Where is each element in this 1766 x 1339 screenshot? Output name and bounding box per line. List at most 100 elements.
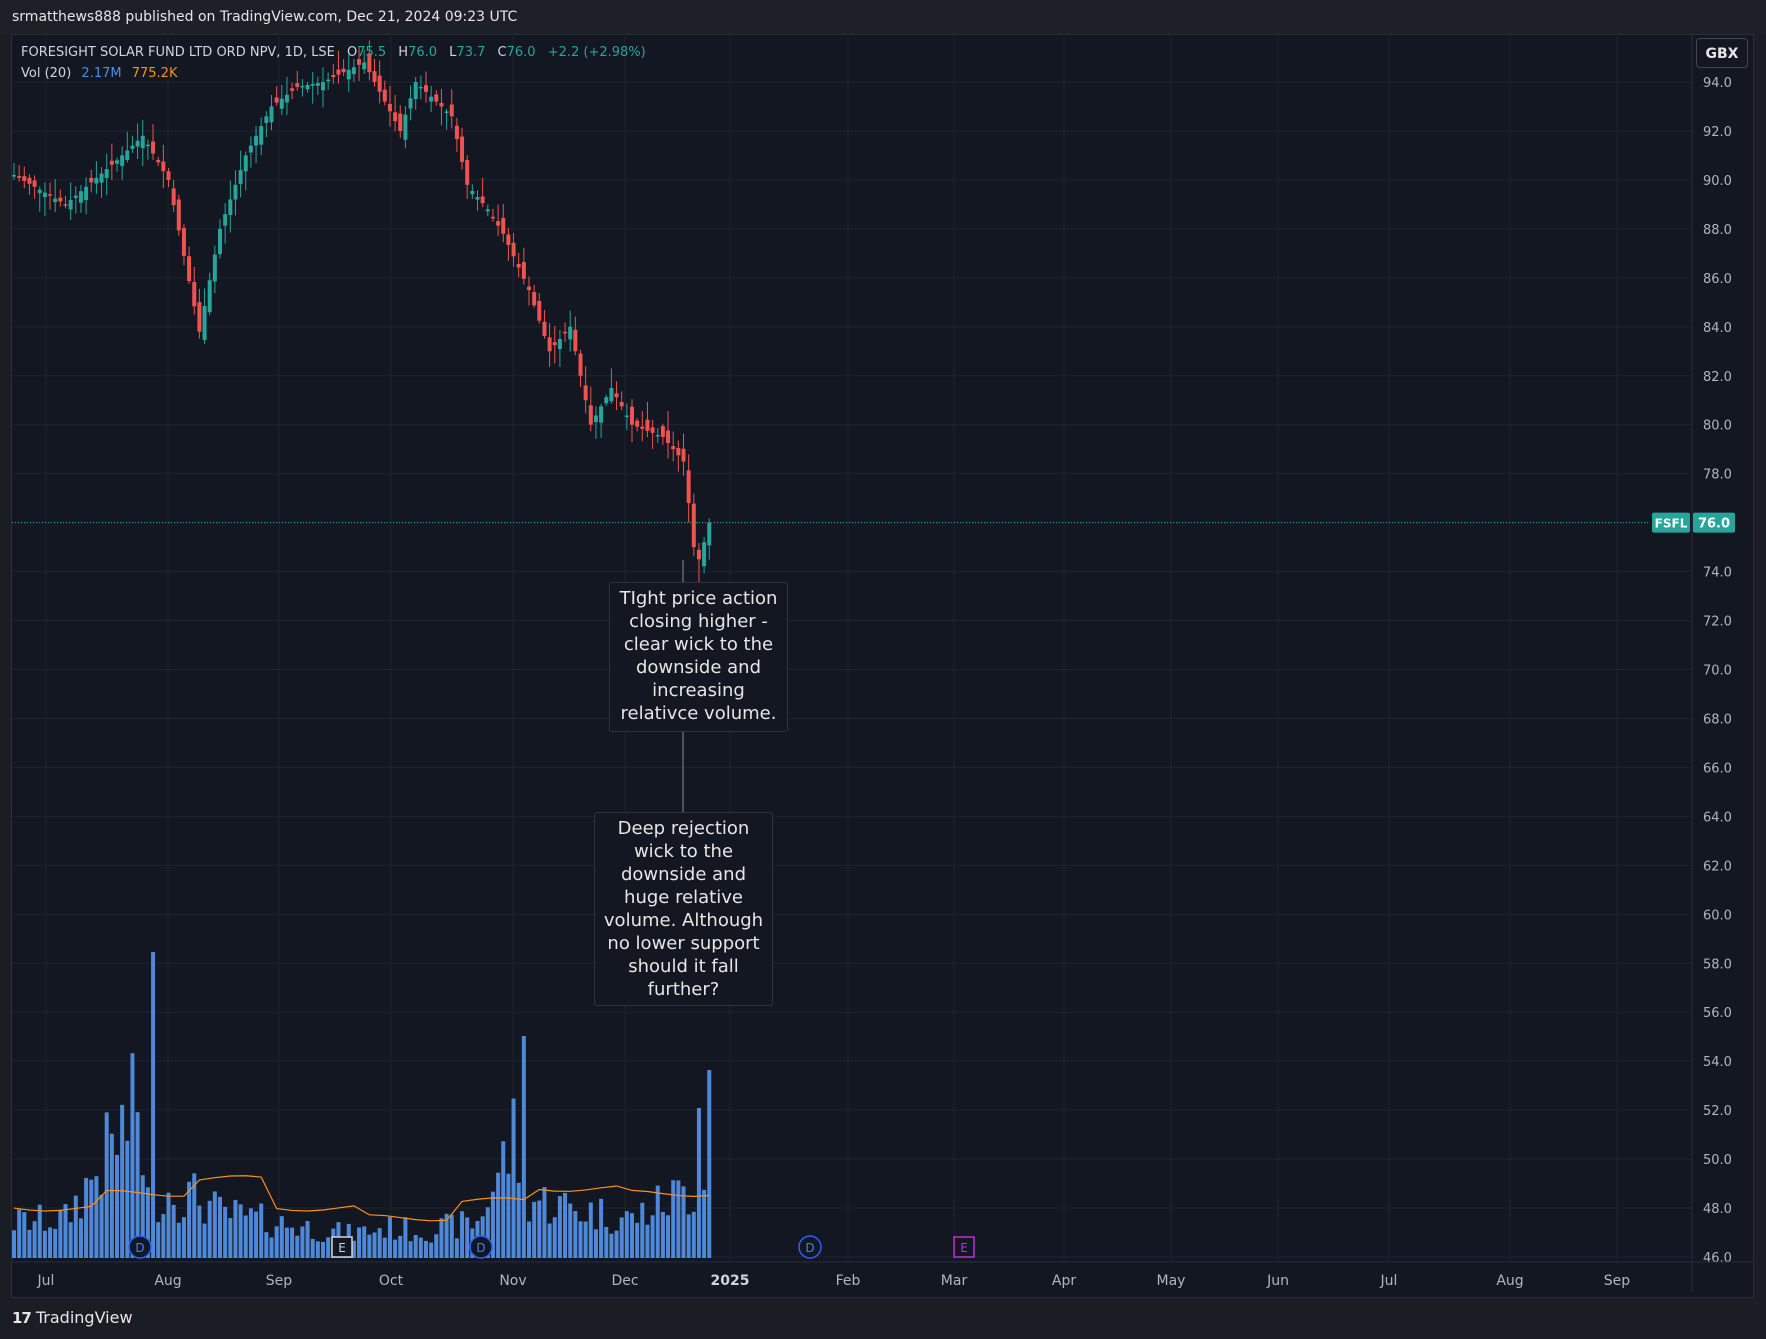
candle-body — [176, 199, 181, 231]
chart-area[interactable] — [11, 34, 1754, 1298]
volume-bar — [120, 1104, 125, 1258]
candle-body — [94, 177, 99, 184]
candle-body — [89, 177, 94, 183]
y-tick-label: 50.0 — [1703, 1153, 1732, 1168]
candle-body — [202, 305, 207, 340]
candle-body — [501, 217, 506, 234]
candle-body — [671, 446, 676, 450]
y-tick-label: 78.0 — [1703, 468, 1732, 483]
candle-body — [357, 59, 362, 65]
volume-bar — [135, 1112, 140, 1258]
candle-body — [145, 144, 150, 147]
price-tag — [1693, 512, 1735, 533]
candle-body — [439, 102, 444, 107]
candle-body — [537, 300, 542, 321]
x-tick-label: Sep — [266, 1273, 293, 1289]
volume-bar — [42, 1230, 47, 1258]
volume-bar — [460, 1211, 465, 1258]
candle-body — [37, 189, 42, 194]
volume-bar — [377, 1228, 382, 1258]
x-tick-label: Aug — [154, 1273, 181, 1289]
candle-body — [12, 175, 16, 177]
legend-row-volume: Vol (20) 2.17M 775.2K — [21, 63, 646, 84]
candle-body — [140, 135, 145, 149]
volume-bar — [22, 1212, 27, 1258]
volume-bar — [12, 1230, 16, 1258]
candle-body — [696, 549, 701, 560]
volume-bar — [300, 1226, 305, 1258]
annotation-tight-price-action[interactable]: TIght price action closing higher - clea… — [609, 582, 788, 732]
y-tick-label: 88.0 — [1703, 223, 1732, 238]
candle-body — [583, 385, 588, 401]
candle-body — [630, 406, 634, 425]
candle-body — [284, 94, 289, 103]
candle-body — [326, 79, 331, 82]
candle-body — [557, 339, 562, 350]
candle-body — [552, 342, 557, 346]
volume-bar — [104, 1112, 109, 1258]
y-tick-label: 46.0 — [1703, 1251, 1732, 1266]
x-tick-label: Mar — [941, 1273, 968, 1289]
volume-bar — [496, 1172, 501, 1258]
volume-bar — [527, 1221, 531, 1258]
volume-bar — [408, 1241, 413, 1258]
candle-body — [264, 116, 269, 123]
candle-body — [53, 198, 58, 203]
open-label: O — [346, 45, 358, 60]
candle-body — [218, 228, 222, 255]
candle-body — [635, 420, 640, 427]
annotation-deep-rejection[interactable]: Deep rejection wick to the downside and … — [594, 812, 773, 1006]
volume-bar — [444, 1213, 449, 1258]
candle-body — [166, 171, 171, 180]
candle-body — [238, 170, 243, 184]
candle-body — [444, 111, 449, 113]
currency-button[interactable]: GBX — [1696, 38, 1748, 68]
tradingview-logo[interactable]: 17 TradingView — [12, 1306, 133, 1330]
candle-body — [506, 234, 511, 246]
volume-bar — [434, 1234, 439, 1258]
candle-body — [681, 448, 686, 462]
x-tick-label: Apr — [1052, 1273, 1076, 1289]
candle-body — [42, 192, 47, 198]
volume-bar — [254, 1211, 259, 1258]
candle-body — [588, 405, 593, 425]
candle-body — [130, 145, 135, 149]
x-tick-label: 2025 — [711, 1273, 750, 1289]
y-tick-label: 86.0 — [1703, 272, 1732, 287]
volume-bar — [326, 1237, 331, 1258]
volume-ma-value: 2.17M — [81, 66, 122, 81]
candle-body — [475, 197, 480, 200]
volume-bar — [583, 1221, 588, 1258]
candle-body — [454, 125, 459, 140]
candle-body — [17, 176, 22, 178]
volume-bar — [181, 1217, 186, 1258]
event-marker-label: E — [960, 1241, 968, 1255]
candle-body — [115, 160, 119, 164]
price-tag-text: 76.0 — [1698, 517, 1730, 532]
candle-body — [418, 86, 423, 89]
volume-bar — [151, 952, 156, 1258]
candle-body — [151, 141, 156, 154]
volume-bar — [542, 1187, 547, 1258]
y-tick-label: 80.0 — [1703, 419, 1732, 434]
candle-body — [702, 542, 707, 567]
volume-bar — [279, 1216, 284, 1258]
volume-bar — [429, 1242, 434, 1258]
candle-body — [279, 98, 284, 109]
x-tick-label: Dec — [611, 1273, 638, 1289]
candle-body — [593, 415, 598, 423]
candle-body — [135, 140, 140, 147]
candle-body — [187, 256, 192, 282]
volume-bar — [501, 1141, 506, 1258]
candle-body — [377, 75, 382, 92]
volume-bar — [37, 1204, 42, 1258]
candle-body — [223, 214, 228, 226]
candle-body — [248, 145, 253, 153]
volume-bar — [660, 1212, 665, 1258]
volume-bar — [671, 1180, 676, 1258]
candle-body — [78, 191, 83, 203]
candle-body — [32, 180, 37, 187]
candle-body — [599, 406, 604, 423]
volume-bar — [73, 1195, 78, 1258]
